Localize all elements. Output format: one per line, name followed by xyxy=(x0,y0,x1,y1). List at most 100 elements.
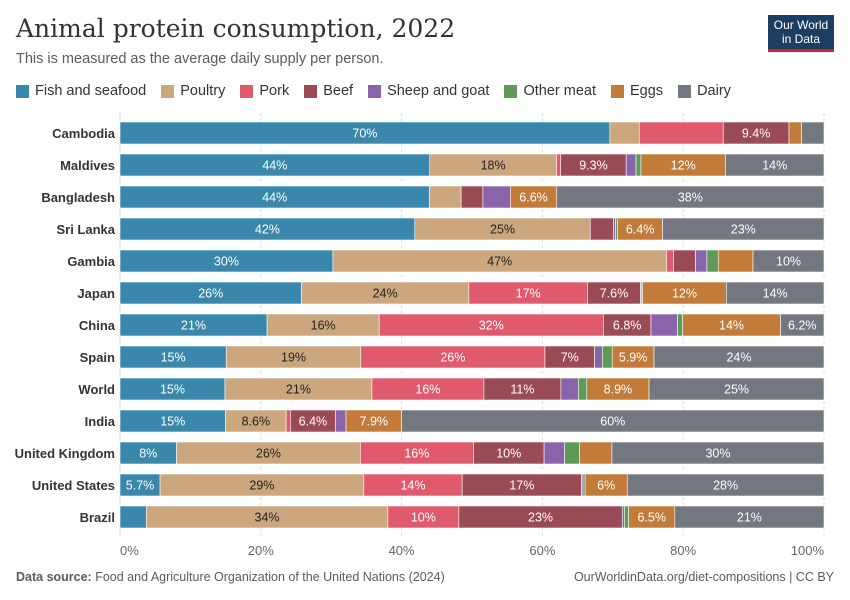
bar-segment xyxy=(717,249,754,273)
data-label: 10% xyxy=(496,447,521,461)
category-label: World xyxy=(78,382,115,397)
data-label: 44% xyxy=(262,191,287,205)
data-label: 23% xyxy=(731,223,756,237)
legend-swatch xyxy=(678,84,692,98)
category-label: Gambia xyxy=(67,254,115,269)
bar-segment xyxy=(556,185,825,209)
data-label: 10% xyxy=(411,511,436,525)
data-label: 30% xyxy=(214,255,239,269)
legend-label: Fish and seafood xyxy=(35,83,147,99)
data-label: 7.6% xyxy=(600,287,629,301)
data-label: 21% xyxy=(286,383,311,397)
legend-label: Poultry xyxy=(180,83,226,99)
data-label: 5.9% xyxy=(619,351,648,365)
data-label: 15% xyxy=(160,383,185,397)
legend-label: Dairy xyxy=(697,83,731,99)
bar-segment xyxy=(564,441,580,465)
legend-item[interactable]: Dairy xyxy=(678,83,731,99)
data-label: 6.2% xyxy=(788,319,817,333)
bar-segment xyxy=(625,153,637,177)
data-label: 6.8% xyxy=(613,319,642,333)
legend-swatch xyxy=(304,84,318,98)
bar-segment xyxy=(666,249,674,273)
x-tick-label: 0% xyxy=(120,543,139,558)
category-label: India xyxy=(85,414,116,429)
data-source-label: Data source: xyxy=(16,570,92,584)
chart-subtitle: This is measured as the average daily su… xyxy=(16,51,384,67)
data-label: 9.3% xyxy=(579,159,608,173)
data-label: 24% xyxy=(726,351,751,365)
data-label: 15% xyxy=(161,351,186,365)
bar-segment xyxy=(615,217,618,241)
bar-segment xyxy=(653,345,825,369)
data-label: 17% xyxy=(516,287,541,301)
bar-segment xyxy=(695,249,708,273)
data-label: 14% xyxy=(719,319,744,333)
footer-link[interactable]: OurWorldinData.org/diet-compositions | C… xyxy=(573,570,834,584)
x-tick-label: 40% xyxy=(389,543,415,558)
data-label: 14% xyxy=(400,479,425,493)
data-label: 8.6% xyxy=(242,415,271,429)
bar-segment xyxy=(429,185,462,209)
bar-segment xyxy=(609,121,640,145)
bar-segment xyxy=(621,505,625,529)
category-label: United States xyxy=(32,478,115,493)
category-label: China xyxy=(79,318,116,333)
data-label: 16% xyxy=(311,319,336,333)
data-label: 9.4% xyxy=(742,127,771,141)
bar-segment xyxy=(626,473,825,497)
legend-item[interactable]: Sheep and goat xyxy=(368,83,489,99)
category-label: Spain xyxy=(80,350,115,365)
data-label: 7.9% xyxy=(360,415,389,429)
bar-segment xyxy=(706,249,719,273)
data-source-text[interactable]: Food and Agriculture Organization of the… xyxy=(95,570,445,584)
data-label: 60% xyxy=(600,415,625,429)
bar-segment xyxy=(673,249,696,273)
data-label: 25% xyxy=(490,223,515,237)
data-label: 10% xyxy=(776,255,801,269)
legend-item[interactable]: Poultry xyxy=(161,83,225,99)
data-label: 18% xyxy=(481,159,506,173)
data-label: 19% xyxy=(281,351,306,365)
bar-segment xyxy=(648,377,825,401)
data-label: 26% xyxy=(440,351,465,365)
data-label: 24% xyxy=(373,287,398,301)
legend-item[interactable]: Other meat xyxy=(504,83,596,99)
data-label: 6.5% xyxy=(637,511,666,525)
data-label: 21% xyxy=(181,319,206,333)
data-label: 6.4% xyxy=(299,415,328,429)
owid-logo[interactable]: Our World in Data xyxy=(768,15,834,52)
bar-segment xyxy=(578,377,588,401)
category-label: United Kingdom xyxy=(15,446,115,461)
legend-label: Sheep and goat xyxy=(387,83,490,99)
category-label: Bangladesh xyxy=(41,190,115,205)
data-label: 17% xyxy=(509,479,534,493)
legend-swatch xyxy=(240,84,254,98)
bar-segment xyxy=(560,377,579,401)
bar-segment xyxy=(677,313,683,337)
legend-label: Eggs xyxy=(630,83,664,99)
data-label: 26% xyxy=(198,287,223,301)
legend-item[interactable]: Eggs xyxy=(611,83,663,99)
x-tick-label: 80% xyxy=(670,543,696,558)
data-label: 6.6% xyxy=(519,191,548,205)
bar-segment xyxy=(780,313,825,337)
bar-segment xyxy=(650,313,678,337)
data-label: 44% xyxy=(262,159,287,173)
stacked-bar-chart: 0% 20% 40% 60% 80% 100% Cambodia 70% 9.4% Maldive… xyxy=(15,113,825,558)
bar-segment xyxy=(482,185,511,209)
bar-segment xyxy=(119,505,147,529)
bar-segment xyxy=(725,153,825,177)
bar-segment xyxy=(335,409,347,433)
bar-segment xyxy=(613,217,616,241)
bar-segment xyxy=(556,153,562,177)
legend-item[interactable]: Fish and seafood xyxy=(16,83,146,99)
data-label: 34% xyxy=(255,511,280,525)
data-label: 26% xyxy=(256,447,281,461)
legend-item[interactable]: Beef xyxy=(304,83,353,99)
bar-segment xyxy=(589,217,614,241)
bar-segment xyxy=(543,441,565,465)
legend-swatch xyxy=(16,84,29,98)
legend-item[interactable]: Pork xyxy=(240,83,289,99)
category-label: Maldives xyxy=(60,158,115,173)
